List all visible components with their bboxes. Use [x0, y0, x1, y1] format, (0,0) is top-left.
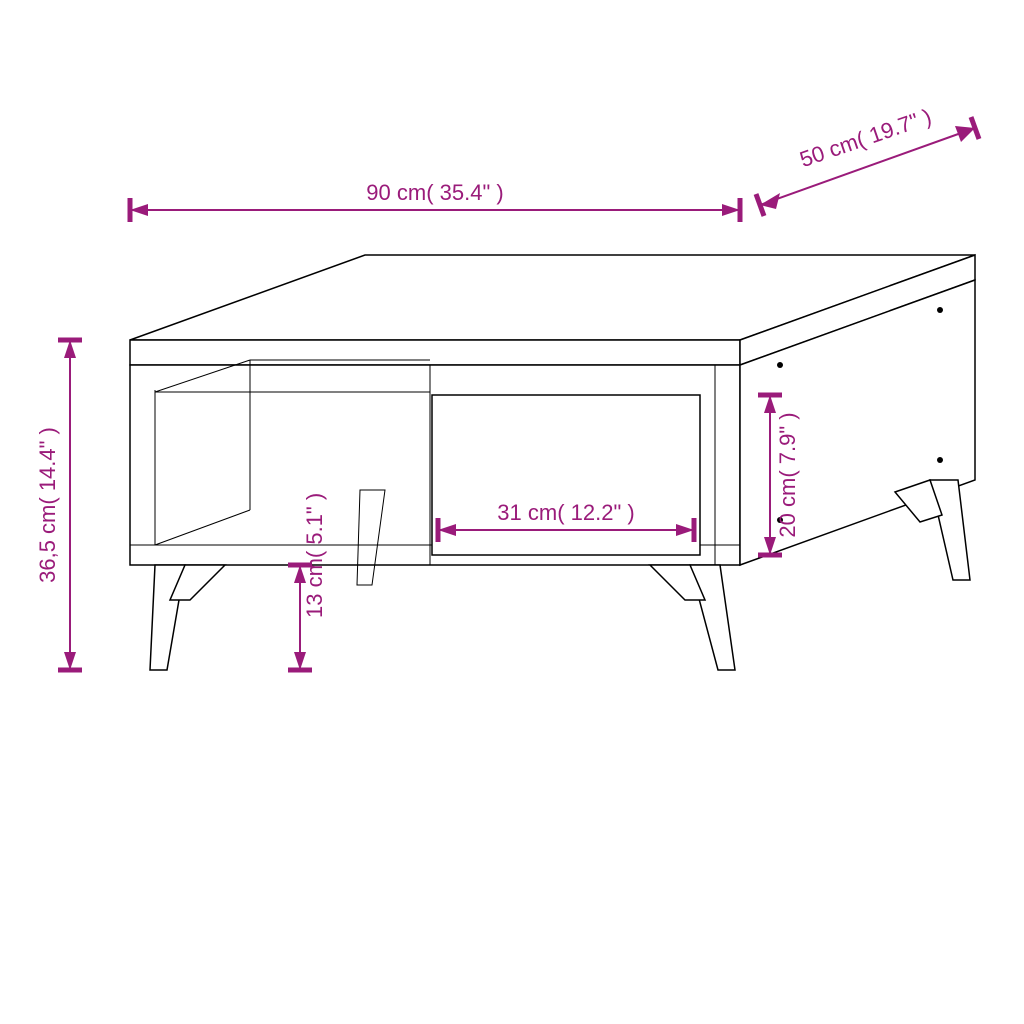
leg-back-right: [930, 480, 970, 580]
dimension-height: 36,5 cm( 14.4" ): [35, 340, 82, 670]
dim-depth-label: 50 cm( 19.7" ): [797, 104, 935, 172]
technical-drawing: 90 cm( 35.4" ) 50 cm( 19.7" ) 36,5 cm( 1…: [0, 0, 1024, 1024]
dim-width-label: 90 cm( 35.4" ): [366, 180, 503, 205]
dowel-dot: [937, 307, 943, 313]
tabletop-front-edge: [130, 340, 740, 365]
dim-height-label: 36,5 cm( 14.4" ): [35, 427, 60, 583]
dowel-dot: [937, 457, 943, 463]
dimension-depth: 50 cm( 19.7" ): [756, 104, 979, 216]
dim-drawer-height-label: 20 cm( 7.9" ): [775, 412, 800, 537]
dowel-dot: [777, 362, 783, 368]
dim-leg-height-label: 13 cm( 5.1" ): [302, 493, 327, 618]
dim-drawer-width-label: 31 cm( 12.2" ): [497, 500, 634, 525]
dimension-width: 90 cm( 35.4" ): [130, 180, 740, 222]
